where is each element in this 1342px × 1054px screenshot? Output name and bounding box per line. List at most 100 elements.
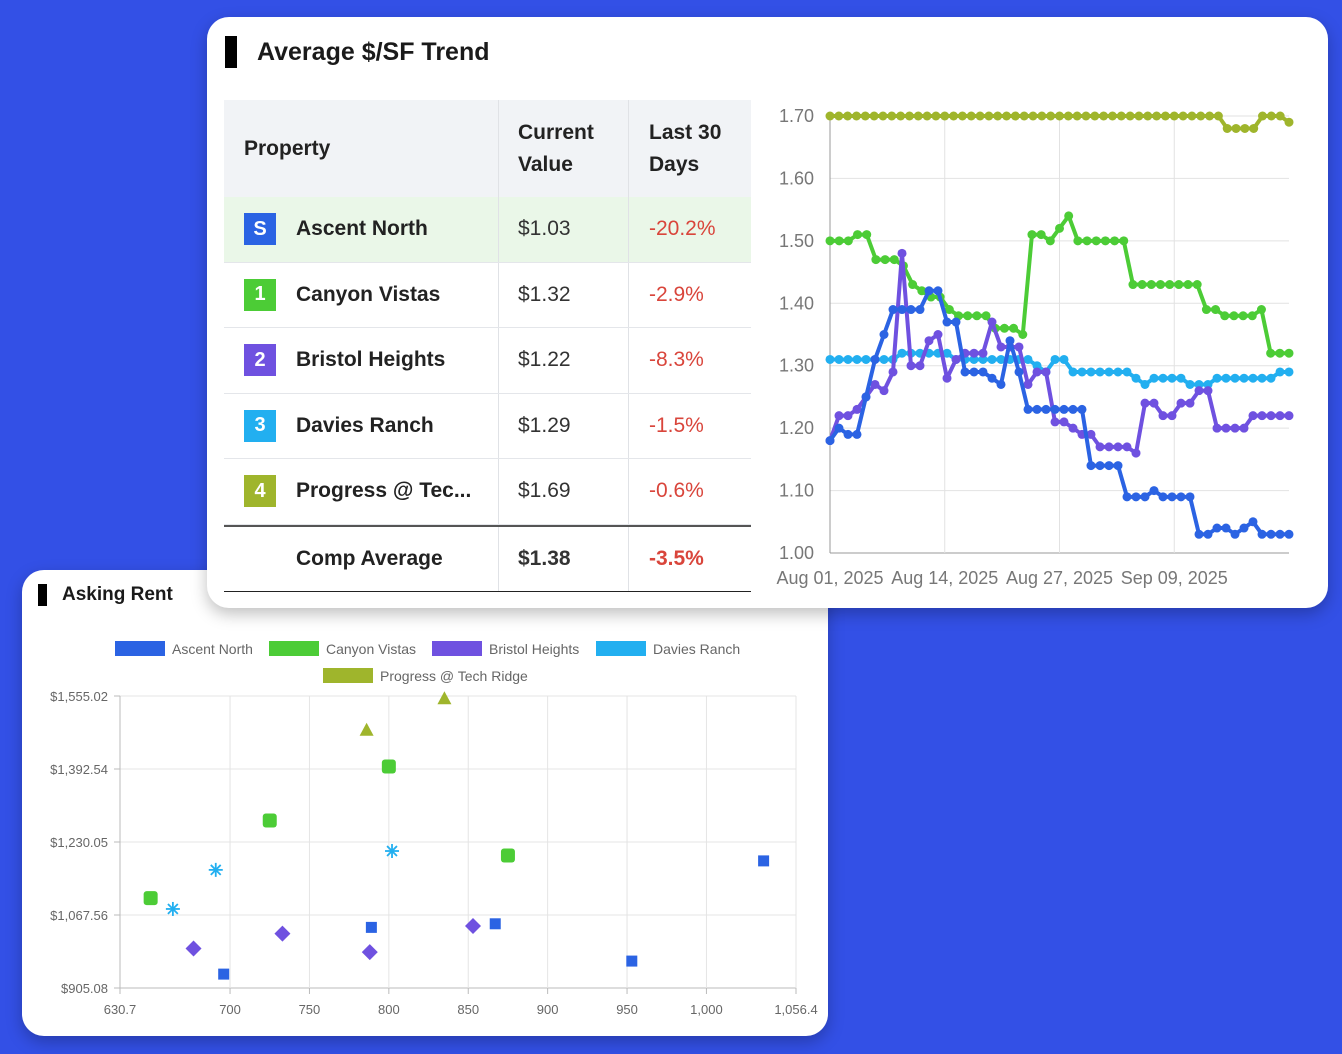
table-row[interactable]: 3 Davies Ranch $1.29 -1.5% bbox=[224, 393, 751, 459]
header-last-30-days[interactable]: Last 30 Days bbox=[649, 120, 722, 176]
data-point bbox=[1090, 111, 1100, 121]
data-point bbox=[897, 348, 907, 358]
y-tick-label: 1.00 bbox=[779, 543, 814, 563]
data-point bbox=[1229, 311, 1239, 321]
y-tick-label: 1.40 bbox=[779, 293, 814, 313]
asking-rent-scatter-chart: Ascent North Canyon Vistas Bristol Heights… bbox=[50, 641, 818, 1017]
y-tick-label: 1.70 bbox=[779, 106, 814, 126]
data-point bbox=[924, 286, 934, 296]
data-point bbox=[887, 111, 897, 121]
data-point bbox=[1023, 379, 1033, 389]
change-30-days: -0.6% bbox=[649, 479, 704, 503]
data-point bbox=[1122, 367, 1132, 377]
table-header-row: Property Current Value Last 30 Days bbox=[224, 100, 751, 197]
data-point bbox=[981, 311, 991, 321]
data-point bbox=[1275, 411, 1285, 421]
data-point bbox=[1230, 373, 1240, 383]
scatter-point-square bbox=[218, 968, 230, 980]
table-row[interactable]: 2 Bristol Heights $1.22 -8.3% bbox=[224, 328, 751, 394]
data-point bbox=[1174, 280, 1184, 290]
data-point bbox=[852, 354, 862, 364]
data-point bbox=[1248, 411, 1258, 421]
data-point bbox=[1221, 423, 1231, 433]
data-point bbox=[843, 429, 853, 439]
data-point bbox=[869, 111, 879, 121]
table-row[interactable]: 4 Progress @ Tec... $1.69 -0.6% bbox=[224, 459, 751, 525]
data-point bbox=[913, 111, 923, 121]
data-point bbox=[1213, 111, 1223, 121]
data-point bbox=[1104, 461, 1114, 471]
data-point bbox=[1036, 230, 1046, 240]
data-point bbox=[1073, 236, 1083, 246]
scatter-point-rounded-square bbox=[262, 813, 277, 828]
asking-rent-card: Asking Rent Ascent North Canyon Vistas Bri… bbox=[22, 570, 828, 1036]
current-value: $1.29 bbox=[499, 393, 629, 458]
data-point bbox=[853, 230, 863, 240]
data-point bbox=[987, 354, 997, 364]
data-point bbox=[1284, 348, 1294, 358]
data-point bbox=[1082, 236, 1092, 246]
data-point bbox=[1086, 429, 1096, 439]
data-point bbox=[843, 354, 853, 364]
data-point bbox=[978, 354, 988, 364]
data-point bbox=[897, 305, 907, 315]
data-point bbox=[1167, 492, 1177, 502]
data-point bbox=[1131, 492, 1141, 502]
data-point bbox=[933, 330, 943, 339]
y-tick-label: $1,392.54 bbox=[50, 762, 108, 777]
data-point bbox=[1185, 379, 1195, 389]
data-point bbox=[888, 367, 898, 377]
data-point bbox=[1167, 373, 1177, 383]
data-point bbox=[1122, 442, 1132, 452]
header-property[interactable]: Property bbox=[224, 100, 499, 197]
table-row[interactable]: 1 Canyon Vistas $1.32 -2.9% bbox=[224, 262, 751, 328]
data-point bbox=[1050, 354, 1060, 364]
property-badge: 1 bbox=[244, 278, 276, 311]
data-point bbox=[1220, 311, 1230, 321]
data-point bbox=[1149, 373, 1159, 383]
data-point bbox=[1266, 348, 1276, 358]
data-point bbox=[1149, 398, 1159, 408]
data-point bbox=[843, 236, 853, 246]
data-point bbox=[1275, 111, 1285, 121]
table-row[interactable]: S Ascent North $1.03 -20.2% bbox=[224, 197, 751, 263]
data-point bbox=[1222, 123, 1232, 133]
data-point bbox=[978, 367, 988, 377]
scatter-point-star bbox=[385, 844, 400, 859]
data-point bbox=[1239, 423, 1249, 433]
comp-average-row: Comp Average $1.38 -3.5% bbox=[224, 524, 751, 592]
data-point bbox=[940, 111, 950, 121]
data-point bbox=[1055, 111, 1064, 121]
data-point bbox=[1185, 398, 1195, 408]
data-point bbox=[879, 330, 889, 339]
data-point bbox=[957, 111, 967, 121]
data-point bbox=[1203, 529, 1213, 539]
data-point bbox=[871, 255, 881, 265]
data-point bbox=[1176, 398, 1186, 408]
data-point bbox=[1019, 111, 1029, 121]
data-point bbox=[862, 230, 872, 240]
data-point bbox=[1032, 404, 1042, 414]
data-point bbox=[1140, 379, 1150, 389]
data-point bbox=[996, 379, 1006, 389]
data-point bbox=[1256, 305, 1266, 315]
data-point bbox=[1238, 311, 1248, 321]
scatter-point-diamond bbox=[185, 940, 202, 957]
trend-card: Average $/SF Trend Property Current Valu… bbox=[207, 17, 1328, 608]
data-point bbox=[1284, 411, 1294, 421]
data-point bbox=[1176, 373, 1186, 383]
data-point bbox=[1041, 367, 1051, 377]
data-point bbox=[1194, 386, 1204, 396]
y-tick-label: 1.60 bbox=[779, 168, 814, 188]
current-value: $1.22 bbox=[499, 328, 629, 393]
data-point bbox=[1009, 323, 1019, 333]
header-current-value[interactable]: Current Value bbox=[499, 100, 629, 197]
data-point bbox=[852, 404, 862, 414]
data-point bbox=[987, 317, 997, 327]
star-stroke bbox=[210, 864, 222, 876]
data-point bbox=[1055, 223, 1064, 233]
x-tick-label: 850 bbox=[457, 1002, 479, 1017]
data-point bbox=[1212, 373, 1222, 383]
legend-label: Progress @ Tech Ridge bbox=[380, 668, 528, 684]
title-accent-bar bbox=[38, 584, 47, 606]
